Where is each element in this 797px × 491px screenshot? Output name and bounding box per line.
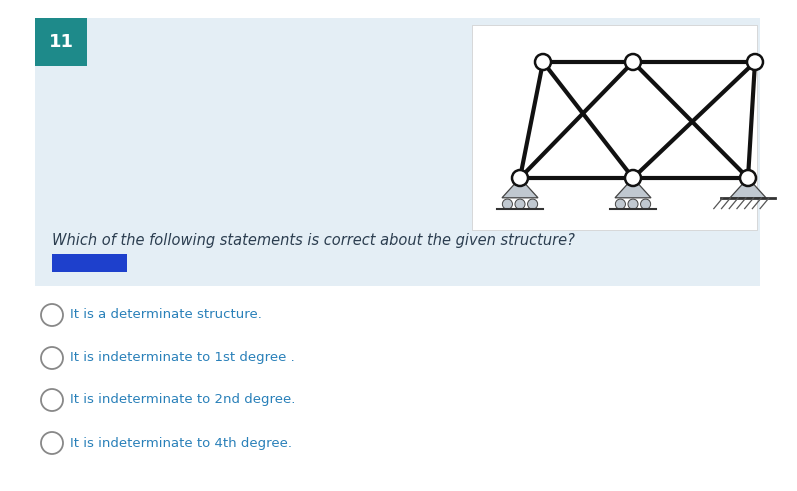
- Polygon shape: [615, 178, 651, 198]
- Bar: [472, 25, 757, 230]
- Circle shape: [747, 54, 763, 70]
- Circle shape: [628, 199, 638, 209]
- Circle shape: [41, 389, 63, 411]
- Circle shape: [535, 54, 551, 70]
- Text: It is a determinate structure.: It is a determinate structure.: [70, 308, 262, 322]
- Text: 11: 11: [49, 33, 73, 51]
- Polygon shape: [502, 178, 538, 198]
- Circle shape: [41, 304, 63, 326]
- Circle shape: [740, 170, 756, 186]
- Circle shape: [528, 199, 538, 209]
- Bar: [52, 254, 127, 272]
- Bar: [35, 18, 760, 286]
- Circle shape: [502, 199, 512, 209]
- Circle shape: [625, 54, 641, 70]
- Bar: [35, 18, 87, 66]
- Circle shape: [515, 199, 525, 209]
- Circle shape: [615, 199, 626, 209]
- Text: Which of the following statements is correct about the given structure?: Which of the following statements is cor…: [52, 233, 575, 247]
- Circle shape: [41, 347, 63, 369]
- Circle shape: [625, 170, 641, 186]
- Circle shape: [41, 432, 63, 454]
- Circle shape: [641, 199, 650, 209]
- Text: It is indeterminate to 2nd degree.: It is indeterminate to 2nd degree.: [70, 393, 296, 407]
- Text: It is indeterminate to 4th degree.: It is indeterminate to 4th degree.: [70, 436, 292, 449]
- Circle shape: [512, 170, 528, 186]
- Polygon shape: [730, 178, 766, 198]
- Text: It is indeterminate to 1st degree .: It is indeterminate to 1st degree .: [70, 352, 295, 364]
